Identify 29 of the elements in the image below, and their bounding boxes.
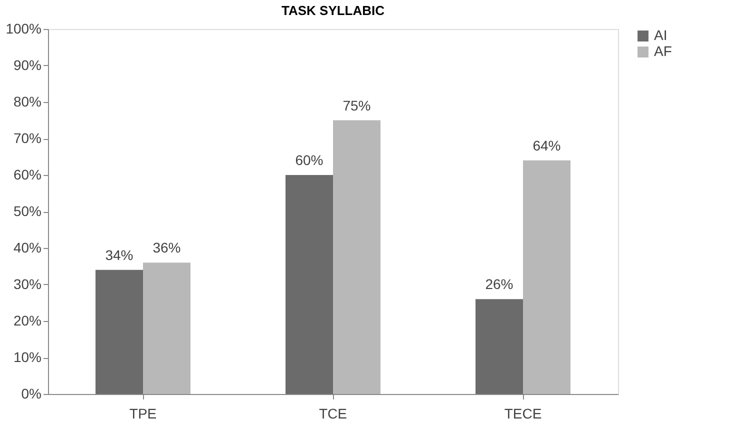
y-tick-label: 80%	[13, 94, 42, 110]
bar	[523, 160, 570, 394]
data-label: 26%	[485, 276, 514, 292]
bar	[286, 175, 333, 394]
y-tick-label: 0%	[21, 386, 42, 402]
y-tick-label: 30%	[13, 276, 42, 292]
bar	[143, 262, 190, 394]
y-tick-label: 50%	[13, 203, 42, 219]
data-label: 36%	[152, 240, 181, 256]
legend-label: AI	[654, 27, 668, 43]
legend-label: AF	[654, 43, 672, 59]
data-label: 60%	[295, 152, 324, 168]
y-tick-label: 40%	[13, 240, 42, 256]
chart-title: TASK SYLLABIC	[281, 3, 386, 18]
bar	[333, 120, 380, 394]
x-tick-label: TCE	[319, 406, 347, 422]
x-tick-label: TPE	[129, 406, 157, 422]
y-tick-label: 90%	[13, 57, 42, 73]
data-label: 64%	[532, 137, 561, 154]
data-label: 75%	[342, 97, 371, 114]
y-tick-label: 70%	[13, 130, 42, 146]
data-label: 34%	[105, 246, 134, 263]
y-tick-label: 10%	[13, 349, 42, 365]
bar	[476, 299, 523, 394]
bar	[96, 270, 143, 394]
x-tick-label: TECE	[504, 406, 542, 422]
y-tick-label: 100%	[6, 20, 42, 36]
y-tick-label: 60%	[13, 166, 42, 182]
y-tick-label: 20%	[13, 312, 42, 328]
